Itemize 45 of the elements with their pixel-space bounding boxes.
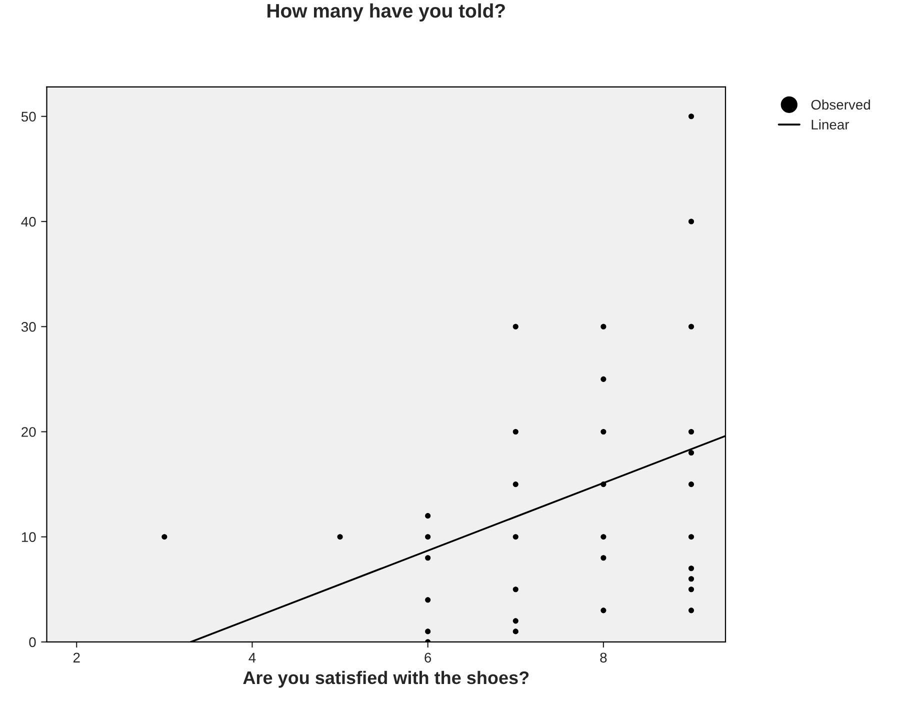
point [688,534,694,540]
point [600,428,606,435]
point [512,482,518,488]
point [688,608,694,614]
point [688,428,694,435]
y-tick-label: 50 [21,112,36,122]
point [688,114,694,120]
point [162,534,168,540]
point [425,534,431,540]
x-tick-label: 2 [73,652,80,662]
point [688,482,694,488]
point [425,555,431,561]
point [425,628,431,634]
point [512,324,518,330]
x-axis-title: Are you satisfied with the shoes? [243,670,529,688]
y-tick-label: 20 [22,427,36,437]
point [512,428,518,435]
point [600,376,606,382]
x-tick-label: 6 [424,652,432,663]
point [512,586,518,592]
point [512,534,518,540]
y-tick-label: 30 [21,322,36,332]
point [688,576,694,582]
point [425,597,431,603]
point [337,534,343,540]
x-tick-label: 4 [248,652,256,662]
point [688,450,694,456]
point [688,324,694,330]
point [600,608,606,614]
chart-title: How many have you told? [268,3,505,22]
point [512,628,518,634]
x-tick-label: 8 [600,652,607,663]
y-tick-label: 40 [21,216,36,227]
point [600,534,606,540]
y-tick-label: 0 [29,637,36,648]
point [688,586,694,592]
point [600,555,606,561]
point [688,218,694,224]
point [688,566,694,572]
y-tick-label: 10 [22,532,36,542]
legend-label: Observed [811,99,870,110]
point [512,618,518,624]
point [425,513,431,519]
point [600,324,606,330]
legend-label: Linear [812,119,850,130]
